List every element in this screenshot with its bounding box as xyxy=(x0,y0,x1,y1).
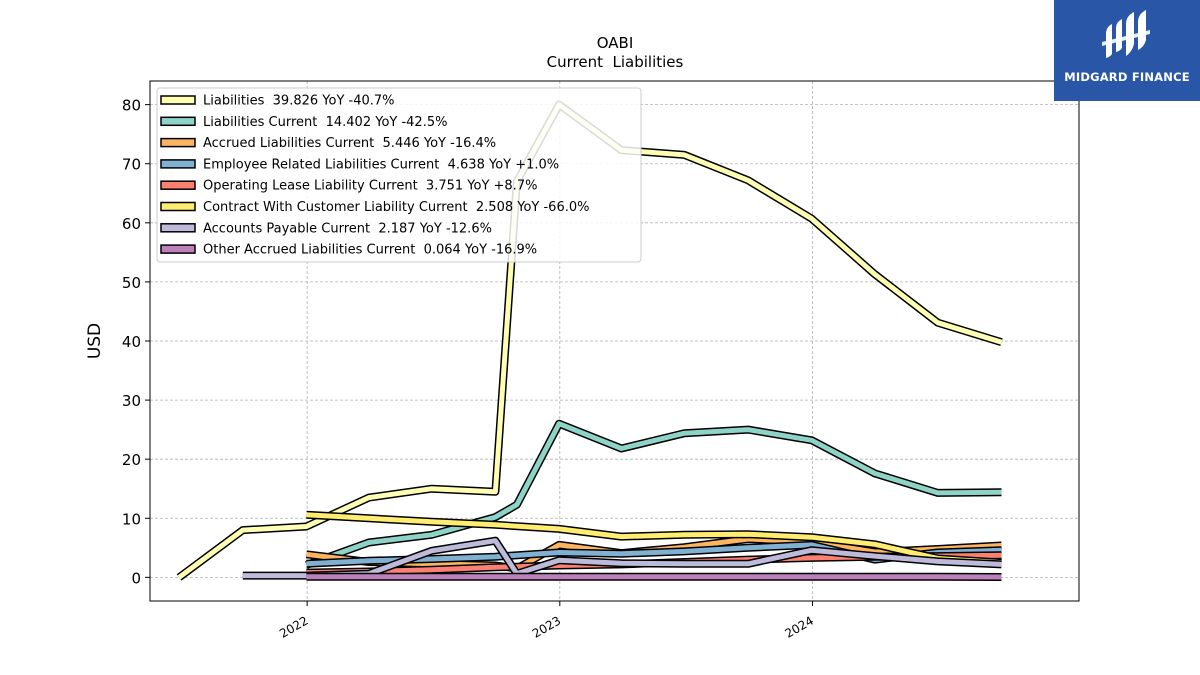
legend-label: Contract With Customer Liability Current… xyxy=(203,200,589,215)
legend-label: Employee Related Liabilities Current 4.6… xyxy=(203,157,559,172)
legend-swatch xyxy=(160,180,196,190)
series-line-6 xyxy=(306,512,1002,566)
legend-swatch xyxy=(160,201,196,212)
legend-swatch xyxy=(160,137,196,148)
legend-label: Other Accrued Liabilities Current 0.064 … xyxy=(203,243,537,258)
y-tick-label: 10 xyxy=(122,510,141,528)
y-tick-label: 40 xyxy=(122,333,141,351)
legend-box xyxy=(156,87,642,263)
logo-text: MIDGARD FINANCE xyxy=(1064,70,1190,84)
y-tick-label: 70 xyxy=(122,156,141,174)
series-lines xyxy=(176,100,1003,581)
x-tick-label: 2023 xyxy=(530,613,563,640)
legend: Liabilities 39.826 YoY -40.7% Liabilities… xyxy=(156,87,642,263)
logo-mark-icon xyxy=(1102,10,1150,58)
y-axis-label: USD xyxy=(85,323,105,359)
midgard-finance-logo: MIDGARD FINANCE xyxy=(1054,0,1200,101)
x-tick-label: 2022 xyxy=(277,613,310,640)
legend-swatch xyxy=(160,116,196,127)
chart-subtitle: Current Liabilities xyxy=(547,53,684,71)
y-tick-label: 30 xyxy=(122,392,141,410)
legend-swatch xyxy=(160,159,196,169)
legend-swatch xyxy=(160,244,196,254)
legend-label: Accrued Liabilities Current 5.446 YoY -1… xyxy=(203,136,496,151)
y-tick-label: 0 xyxy=(131,569,141,587)
y-tick-label: 80 xyxy=(122,97,141,115)
series-line-7 xyxy=(242,538,1002,579)
series-line-2 xyxy=(305,421,1002,568)
legend-label: Operating Lease Liability Current 3.751 … xyxy=(203,179,537,194)
legend-label: Accounts Payable Current 2.187 YoY -12.6… xyxy=(203,221,492,236)
y-tick-label: 60 xyxy=(122,215,141,233)
y-tick-label: 20 xyxy=(122,451,141,469)
y-tick-label: 50 xyxy=(122,274,141,292)
x-tick-label: 2024 xyxy=(783,613,816,640)
chart-title: OABI xyxy=(597,34,634,52)
legend-swatch xyxy=(160,223,196,233)
legend-label: Liabilities Current 14.402 YoY -42.5% xyxy=(203,115,447,130)
legend-label: Liabilities 39.826 YoY -40.7% xyxy=(203,94,395,109)
legend-swatch xyxy=(160,95,196,105)
